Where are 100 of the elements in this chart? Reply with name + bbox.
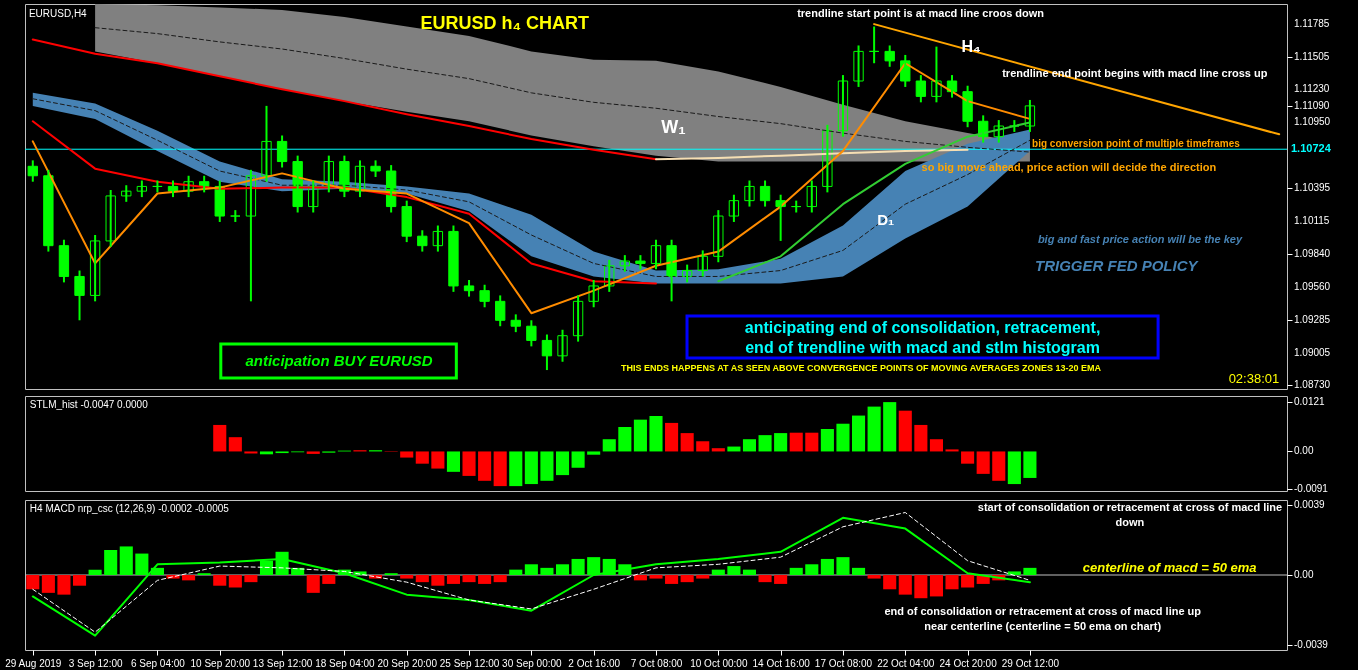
bar <box>509 569 523 575</box>
y-tick-label: 1.09840 <box>1294 247 1331 259</box>
candlestick <box>354 159 366 199</box>
bar <box>228 575 242 588</box>
chart-title: H4 MACD nrp_csc (12,26,9) -0.0002 -0.0005 <box>29 503 230 514</box>
candlestick <box>868 25 880 65</box>
candlestick <box>635 254 646 271</box>
bar <box>789 432 803 452</box>
bar <box>244 575 258 583</box>
text: EURUSD h₄ CHART <box>420 13 590 33</box>
x-tick-label: 20 Sep 20:00 <box>377 657 438 669</box>
bar <box>26 575 40 590</box>
candlestick <box>1009 119 1020 133</box>
candlestick <box>619 254 631 273</box>
y-tick-label: 0.00 <box>1294 569 1314 580</box>
annotation: big and fast price action will be the key <box>1037 233 1243 245</box>
bar <box>431 575 445 586</box>
bar <box>633 419 647 452</box>
x-tick-label: 18 Sep 04:00 <box>315 657 376 669</box>
bar <box>836 557 850 575</box>
x-tick-label: 10 Oct 00:00 <box>690 657 748 669</box>
y-tick-label: 1.10950 <box>1294 116 1331 128</box>
bar <box>322 575 336 584</box>
bar <box>883 402 897 452</box>
candlestick <box>370 159 381 178</box>
bar <box>135 553 149 575</box>
bar <box>72 575 87 586</box>
bar <box>742 439 757 452</box>
bar <box>587 451 601 455</box>
candlestick <box>479 283 490 309</box>
candlestick <box>697 249 708 278</box>
candlestick <box>230 209 241 223</box>
bar <box>400 451 414 458</box>
candlestick <box>713 209 724 264</box>
annotation: end of consolidation or retracement at cross of macd line up near centerline (centerline = 50 ema on chart) <box>884 605 1202 632</box>
candlestick <box>604 258 615 293</box>
bar <box>88 569 102 575</box>
bar <box>649 575 663 579</box>
bar <box>1007 571 1021 575</box>
bar <box>446 575 460 584</box>
candlestick <box>183 174 194 199</box>
bar <box>104 550 118 575</box>
annotation: THIS ENDS HAPPENS AT AS SEEN ABOVE CONVERGENCE POINTS OF MOVING AVERAGES ZONES 13-20 EMA <box>621 363 1102 373</box>
bar <box>727 566 741 575</box>
y-tick-label: 0.0121 <box>1294 396 1326 408</box>
x-tick-label: 7 Oct 08:00 <box>630 657 683 669</box>
bar <box>914 424 928 452</box>
bar <box>758 575 772 583</box>
bar <box>182 575 196 581</box>
bar <box>509 451 523 487</box>
y-tick-label: 1.08730 <box>1294 379 1331 391</box>
bar <box>462 575 476 583</box>
bar <box>524 564 538 575</box>
y-tick-label: 1.11230 <box>1294 83 1330 95</box>
bar <box>852 567 866 575</box>
bar <box>400 575 414 579</box>
annotation: 02:38:01 <box>1228 371 1280 386</box>
y-tick-label: 1.10395 <box>1294 182 1331 194</box>
bar <box>711 448 725 452</box>
bar <box>259 560 274 575</box>
candlestick <box>152 179 163 194</box>
y-tick-label: 1.11090 <box>1294 99 1330 111</box>
candlestick <box>308 179 319 214</box>
bar <box>493 451 507 487</box>
bar <box>774 433 788 452</box>
bar <box>571 558 585 575</box>
bar <box>649 415 663 452</box>
bar <box>711 569 725 575</box>
bar <box>789 567 803 575</box>
bar <box>415 451 429 464</box>
bar <box>805 432 819 452</box>
bar <box>119 546 133 575</box>
candlestick <box>884 44 895 68</box>
candlestick <box>245 168 257 303</box>
bar <box>820 558 834 575</box>
candlestick <box>572 294 584 343</box>
candlestick <box>1024 98 1036 133</box>
bar <box>431 451 445 469</box>
annotation: start of consolidation or retracement at cross of macd line down <box>977 501 1283 528</box>
bar <box>836 423 850 452</box>
bar <box>540 567 554 575</box>
x-tick-label: 3 Sep 12:00 <box>68 657 124 669</box>
y-tick-label: -0.0091 <box>1294 482 1329 494</box>
candlestick <box>136 179 148 199</box>
annotation: anticipation BUY EURUSD <box>245 352 433 369</box>
bar <box>898 410 912 452</box>
candlestick <box>588 279 599 309</box>
bar <box>696 575 710 579</box>
x-tick-label: 17 Oct 08:00 <box>814 657 873 669</box>
ref-line-label: 1.10724 <box>1291 142 1332 155</box>
annotation: EURUSD,H4 <box>28 8 88 19</box>
line-series <box>31 120 657 285</box>
annotation: anticipating end of consolidation, retracement, end of trendline with macd and stlm histogram <box>744 319 1101 356</box>
y-tick-label: 1.10115 <box>1294 215 1330 227</box>
x-tick-label: 29 Oct 12:00 <box>1001 657 1060 669</box>
bar <box>1023 567 1037 575</box>
bar <box>571 451 585 468</box>
bar <box>883 575 897 590</box>
bar <box>602 439 616 452</box>
x-tick-label: 29 Aug 2019 <box>5 657 62 669</box>
